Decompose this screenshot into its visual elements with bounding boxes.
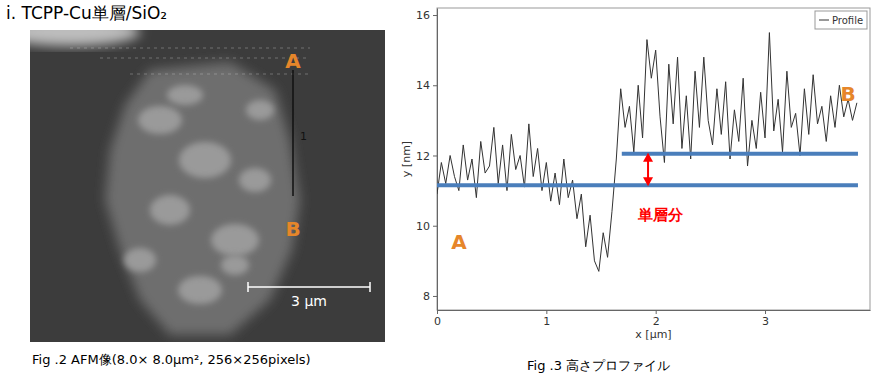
y-axis-title: y [nm] [400, 141, 413, 177]
scale-bar-cap [247, 282, 249, 292]
scale-bar: 3 μm [248, 282, 370, 309]
heading: i. TCPP-Cu単層/SiO₂ [6, 3, 167, 23]
legend-label: Profile [832, 15, 863, 26]
axis-line [437, 9, 438, 311]
annotation: A [451, 230, 467, 254]
afm-grain [150, 195, 190, 225]
figure: i. TCPP-Cu単層/SiO₂ 1 A B 3 μm Fig .2 AFM像(8.0×… [0, 0, 886, 382]
tick-mark [433, 15, 437, 16]
scale-bar-label: 3 μm [291, 293, 327, 309]
arrow-head [643, 177, 653, 186]
tick-mark [437, 310, 438, 314]
tick: 14 [416, 79, 437, 92]
tick-label: 2 [653, 315, 660, 328]
tick-label: 8 [423, 290, 430, 303]
point-label: B [285, 217, 300, 241]
tick-mark [765, 310, 766, 314]
tick: 16 [416, 9, 437, 22]
tick-mark [433, 226, 437, 227]
y-axis: 8 10 12 14 16 [416, 9, 438, 311]
arrow-shaft [647, 160, 649, 180]
plot-frame [437, 8, 870, 310]
tick: 12 [416, 150, 437, 163]
afm-grain [246, 100, 274, 120]
axis-line [438, 310, 871, 311]
legend-box [815, 11, 867, 29]
afm-grain [179, 142, 231, 178]
plot-marks [437, 33, 858, 272]
caption: Fig .2 AFM像(8.0× 8.0μm², 256×256pixels) [32, 352, 311, 367]
tick-mark [656, 310, 657, 314]
caption: Fig .3 高さプロファイル [527, 358, 670, 373]
tick-label: 0 [434, 315, 441, 328]
afm-grain [167, 85, 203, 105]
afm-grain [178, 276, 222, 304]
chart: 0123810121416x [μm]y [nm]AB単層分Profile [400, 8, 871, 341]
afm-grain [138, 106, 182, 134]
tick: 8 [423, 290, 437, 303]
afm-grain [221, 255, 249, 275]
afm-image [30, 30, 385, 342]
afm-flake [105, 62, 300, 335]
afm-grain [239, 168, 271, 192]
tick-label: 3 [762, 315, 769, 328]
afm-scan-noise [100, 58, 310, 59]
tick: 2 [653, 310, 660, 328]
legend: Profile [815, 11, 867, 29]
x-axis-title: x [μm] [635, 328, 671, 341]
legend-key [819, 20, 829, 21]
tick: 1 [543, 310, 550, 328]
arrow-head [643, 153, 653, 162]
tick-label: 10 [416, 220, 430, 233]
tick-label: 14 [416, 79, 430, 92]
point-label: A [285, 49, 301, 73]
tick-mark [546, 310, 547, 314]
tick-mark [433, 296, 437, 297]
annotation: 単層分 [637, 206, 684, 224]
tick-label: 1 [543, 315, 550, 328]
scale-bar-line [248, 286, 370, 288]
x-axis: 0 1 2 3 [434, 310, 871, 328]
tick-label: 12 [416, 150, 430, 163]
profile-path [292, 70, 294, 196]
afm-corner [30, 30, 140, 46]
scale-bar-cap [369, 282, 371, 292]
tick-label: 16 [416, 9, 430, 22]
afm-scan-noise [130, 74, 310, 75]
annotation: B [841, 82, 856, 106]
afm-grain [124, 248, 156, 272]
line-label: 1 [300, 130, 307, 143]
tick: 10 [416, 220, 437, 233]
tick-mark [433, 85, 437, 86]
tick: 3 [762, 310, 769, 328]
afm-background [30, 30, 385, 342]
double-arrow [643, 153, 653, 187]
tick-mark [433, 155, 437, 156]
afm-scan-noise [70, 48, 310, 49]
reference-line [622, 152, 858, 156]
afm-grain [211, 224, 259, 256]
tick: 0 [434, 310, 441, 328]
